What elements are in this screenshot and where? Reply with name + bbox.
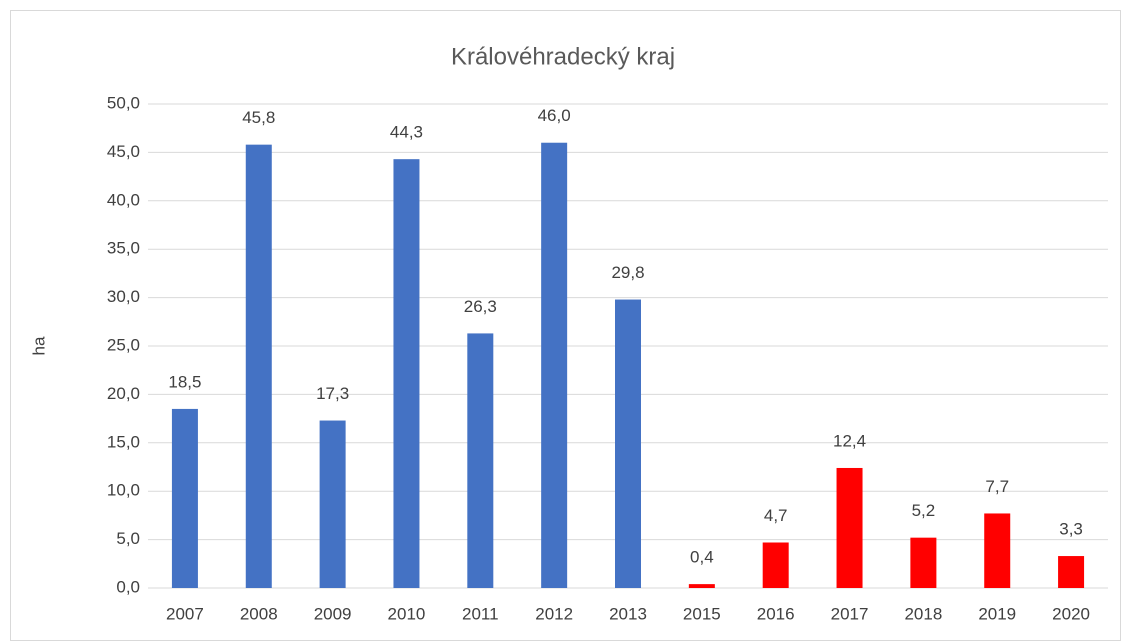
y-tick-label: 0,0 (116, 577, 140, 596)
data-label: 12,4 (833, 431, 866, 450)
y-tick-label: 25,0 (107, 335, 140, 354)
bar (1058, 556, 1085, 588)
x-tick-label: 2017 (831, 604, 869, 623)
data-label: 26,3 (464, 297, 497, 316)
data-label: 5,2 (912, 501, 936, 520)
data-label: 46,0 (538, 106, 571, 125)
bar (762, 542, 789, 588)
x-tick-label: 2008 (240, 604, 278, 623)
y-tick-label: 15,0 (107, 432, 140, 451)
y-tick-label: 10,0 (107, 481, 140, 500)
bar (910, 537, 937, 588)
y-tick-label: 50,0 (107, 93, 140, 112)
data-label: 4,7 (764, 506, 788, 525)
x-tick-label: 2012 (535, 604, 573, 623)
y-tick-label: 45,0 (107, 142, 140, 161)
chart-title: Královéhradecký kraj (451, 43, 675, 70)
data-label: 18,5 (168, 372, 201, 391)
x-tick-label: 2016 (757, 604, 795, 623)
bar (984, 513, 1011, 588)
y-tick-label: 40,0 (107, 190, 140, 209)
y-tick-label: 30,0 (107, 287, 140, 306)
data-label: 3,3 (1059, 520, 1083, 539)
data-label: 44,3 (390, 123, 423, 142)
x-tick-label: 2018 (904, 604, 942, 623)
x-tick-label: 2009 (314, 604, 352, 623)
bar (467, 333, 494, 588)
y-axis-label: ha (29, 336, 48, 355)
x-tick-label: 2011 (462, 604, 499, 623)
bar (688, 584, 715, 588)
x-tick-label: 2007 (166, 604, 204, 623)
bar (615, 299, 641, 588)
bar (541, 142, 568, 588)
data-label: 45,8 (242, 108, 275, 127)
bar (319, 420, 346, 588)
data-label: 29,8 (611, 263, 644, 282)
y-tick-label: 35,0 (107, 239, 140, 258)
bar (393, 159, 420, 588)
x-tick-label: 2010 (388, 604, 426, 623)
data-label: 17,3 (316, 384, 349, 403)
y-tick-label: 20,0 (107, 384, 140, 403)
bar (245, 144, 272, 588)
x-tick-label: 2015 (683, 604, 721, 623)
bar (171, 408, 198, 588)
x-tick-label: 2013 (609, 604, 647, 623)
y-tick-label: 5,0 (116, 529, 140, 548)
data-label: 7,7 (985, 477, 1009, 496)
data-label: 0,4 (690, 548, 714, 567)
x-tick-label: 2019 (978, 604, 1016, 623)
x-tick-label: 2020 (1052, 604, 1090, 623)
bar (836, 467, 863, 588)
